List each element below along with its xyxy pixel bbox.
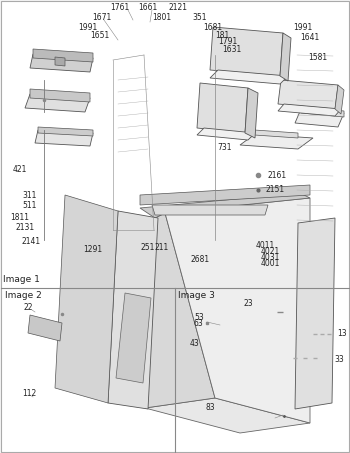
Polygon shape bbox=[55, 57, 65, 66]
Polygon shape bbox=[245, 88, 258, 138]
Text: 421: 421 bbox=[13, 165, 27, 174]
Text: Image 3: Image 3 bbox=[178, 290, 215, 299]
Polygon shape bbox=[210, 70, 288, 84]
Text: 2131: 2131 bbox=[16, 223, 35, 232]
Polygon shape bbox=[55, 195, 118, 403]
Polygon shape bbox=[301, 107, 344, 117]
Text: 4001: 4001 bbox=[261, 260, 280, 269]
Polygon shape bbox=[108, 211, 158, 409]
Polygon shape bbox=[140, 185, 310, 205]
Text: 1801: 1801 bbox=[153, 14, 172, 23]
Polygon shape bbox=[35, 130, 93, 146]
Polygon shape bbox=[335, 85, 344, 114]
Polygon shape bbox=[280, 33, 291, 81]
Text: 1631: 1631 bbox=[222, 44, 241, 53]
Text: 351: 351 bbox=[193, 14, 207, 23]
Polygon shape bbox=[145, 398, 310, 433]
Text: Image 2: Image 2 bbox=[5, 290, 42, 299]
Text: 1811: 1811 bbox=[10, 213, 29, 222]
Text: 112: 112 bbox=[22, 389, 36, 397]
Polygon shape bbox=[116, 293, 151, 383]
Polygon shape bbox=[28, 315, 62, 341]
Text: 2121: 2121 bbox=[168, 4, 188, 13]
Text: 1661: 1661 bbox=[138, 4, 158, 13]
Text: 731: 731 bbox=[218, 144, 232, 153]
Text: 2141: 2141 bbox=[22, 237, 41, 246]
Text: 2681: 2681 bbox=[190, 255, 210, 265]
Text: 83: 83 bbox=[205, 403, 215, 411]
Text: 2151: 2151 bbox=[265, 185, 284, 194]
Text: 1791: 1791 bbox=[218, 38, 238, 47]
Polygon shape bbox=[240, 134, 313, 149]
Text: 1581: 1581 bbox=[308, 53, 328, 63]
Polygon shape bbox=[295, 218, 335, 409]
Polygon shape bbox=[197, 128, 255, 140]
Text: 1641: 1641 bbox=[300, 34, 320, 43]
Text: 63: 63 bbox=[194, 318, 204, 328]
Text: 4021: 4021 bbox=[261, 247, 280, 256]
Polygon shape bbox=[278, 80, 338, 109]
Text: 311: 311 bbox=[22, 191, 36, 199]
Text: 1681: 1681 bbox=[203, 24, 223, 33]
Polygon shape bbox=[30, 89, 90, 102]
Text: 1991: 1991 bbox=[293, 24, 313, 33]
Polygon shape bbox=[152, 205, 268, 215]
Text: 22: 22 bbox=[24, 304, 34, 313]
Polygon shape bbox=[210, 27, 283, 76]
Text: 1651: 1651 bbox=[90, 30, 110, 39]
Text: 33: 33 bbox=[334, 355, 344, 363]
Polygon shape bbox=[140, 193, 310, 218]
Polygon shape bbox=[38, 127, 93, 136]
Text: 1671: 1671 bbox=[92, 14, 112, 23]
Text: Image 1: Image 1 bbox=[3, 275, 40, 284]
Text: 511: 511 bbox=[22, 201, 36, 209]
Text: 4031: 4031 bbox=[261, 254, 280, 262]
Text: 4011: 4011 bbox=[256, 241, 275, 250]
Text: 181: 181 bbox=[215, 30, 229, 39]
Polygon shape bbox=[240, 129, 298, 138]
Text: 251: 251 bbox=[141, 244, 155, 252]
Text: 43: 43 bbox=[190, 338, 200, 347]
Text: 53: 53 bbox=[194, 313, 204, 322]
Polygon shape bbox=[278, 104, 341, 116]
Polygon shape bbox=[197, 83, 248, 133]
Text: 211: 211 bbox=[155, 244, 169, 252]
Text: 1291: 1291 bbox=[83, 246, 103, 255]
Polygon shape bbox=[145, 213, 215, 408]
Text: 1991: 1991 bbox=[78, 24, 98, 33]
Polygon shape bbox=[30, 54, 93, 72]
Polygon shape bbox=[165, 198, 310, 423]
Polygon shape bbox=[25, 94, 90, 112]
Text: 23: 23 bbox=[244, 299, 254, 308]
Polygon shape bbox=[295, 109, 344, 127]
Text: 2161: 2161 bbox=[268, 170, 287, 179]
Text: 1761: 1761 bbox=[110, 4, 130, 13]
Polygon shape bbox=[33, 49, 93, 62]
Text: 13: 13 bbox=[337, 328, 346, 337]
